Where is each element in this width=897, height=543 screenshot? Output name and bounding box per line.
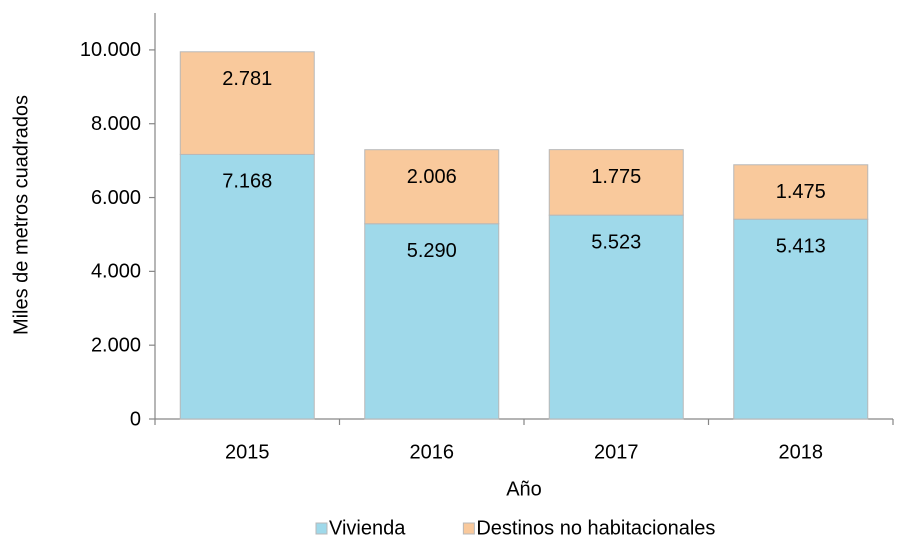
legend-swatch [315, 522, 328, 535]
bar-segment [364, 223, 500, 420]
x-tick-label: 2018 [779, 441, 824, 463]
bar-segment [548, 214, 684, 420]
value-label: 5.413 [776, 235, 826, 257]
value-label: 5.523 [591, 231, 641, 253]
y-tick-label: 6.000 [91, 187, 141, 209]
x-tick-label: 2017 [594, 441, 639, 463]
x-tick-label: 2015 [225, 441, 270, 463]
value-label: 1.775 [591, 166, 641, 188]
bar-segment [179, 153, 315, 420]
value-label: 2.781 [222, 68, 272, 90]
legend-label: Vivienda [329, 517, 406, 539]
y-axis-title: Miles de metros cuadrados [10, 95, 32, 335]
bar-segment [733, 164, 869, 220]
legend-swatch [462, 522, 475, 535]
y-tick-label: 0 [130, 408, 141, 430]
value-label: 5.290 [407, 240, 457, 262]
value-label: 1.475 [776, 181, 826, 203]
y-tick-label: 2.000 [91, 334, 141, 356]
y-tick-label: 10.000 [80, 39, 141, 61]
value-label: 7.168 [222, 171, 272, 193]
value-label: 2.006 [407, 166, 457, 188]
x-axis-title: Año [506, 478, 542, 500]
bar-segment [548, 149, 684, 216]
x-tick-label: 2016 [410, 441, 455, 463]
bar-segment [364, 149, 500, 225]
bar-segment [179, 51, 315, 155]
y-tick-label: 8.000 [91, 113, 141, 135]
bar-segment [733, 218, 869, 420]
legend-label: Destinos no habitacionales [476, 517, 715, 539]
y-tick-label: 4.000 [91, 261, 141, 283]
